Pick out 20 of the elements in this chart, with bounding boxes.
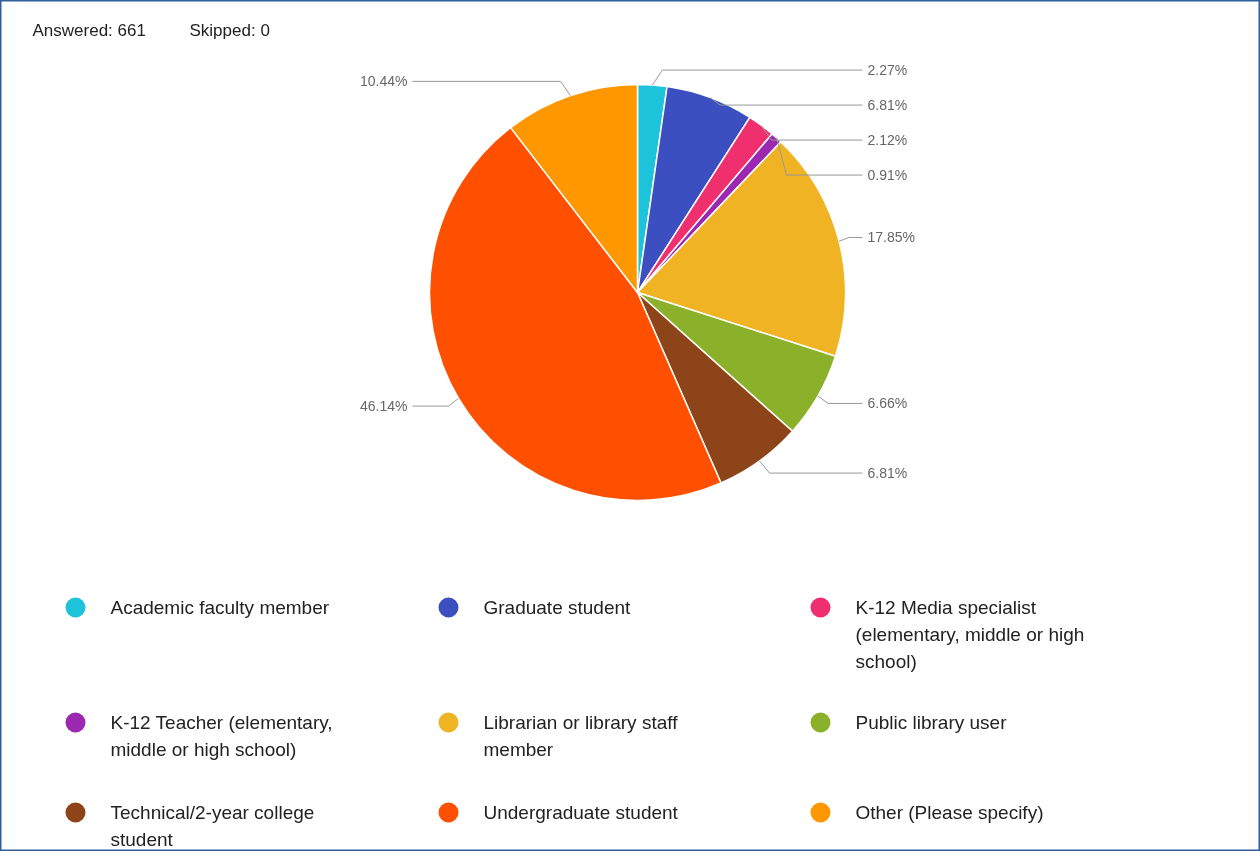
data-label: 6.66% bbox=[867, 395, 908, 412]
data-label: 2.12% bbox=[867, 132, 908, 149]
legend-label: Undergraduate student bbox=[483, 801, 679, 823]
legend-label: Graduate student bbox=[483, 596, 632, 618]
legend-label: Librarian or library staff member bbox=[483, 711, 679, 760]
legend-label: Other (Please specify) bbox=[855, 801, 1044, 823]
legend-label: Academic faculty member bbox=[110, 596, 330, 618]
data-label: 6.81% bbox=[867, 465, 908, 482]
data-label: 6.81% bbox=[867, 97, 908, 114]
text: Answered: 661 bbox=[32, 21, 146, 40]
data-label: 46.14% bbox=[360, 398, 408, 415]
data-label: 10.44% bbox=[360, 73, 408, 90]
text: Skipped: 0 bbox=[189, 21, 270, 40]
data-label: 0.91% bbox=[867, 167, 908, 184]
data-label: 17.85% bbox=[867, 229, 915, 246]
data-label: 2.27% bbox=[867, 62, 908, 79]
legend-label: Public library user bbox=[855, 711, 1008, 733]
legend-label: K-12 Teacher (elementary, middle or high school) bbox=[110, 711, 333, 760]
legend-label: Technical/2-year college student bbox=[110, 801, 315, 850]
legend-label: K-12 Media specialist (elementary, middle or high school) bbox=[855, 596, 1085, 673]
